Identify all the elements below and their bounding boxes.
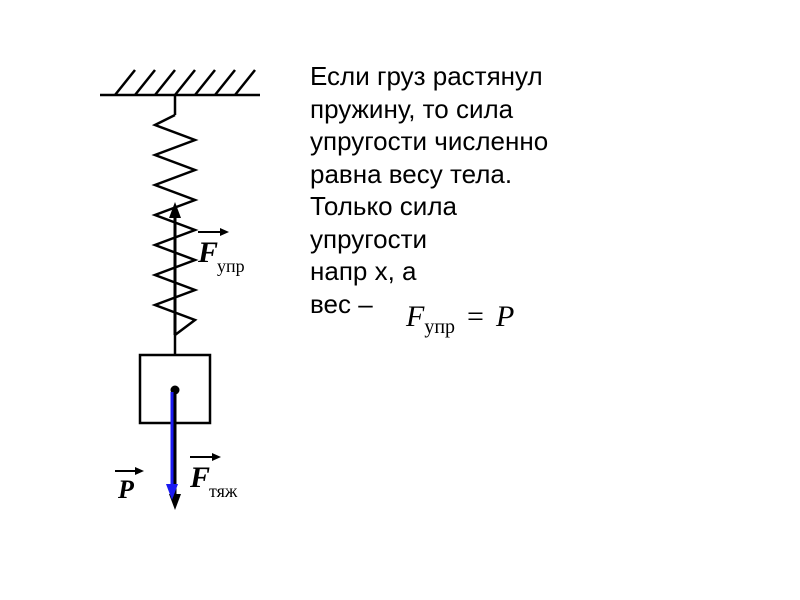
description-paragraph: Если груз растянул пружину, то сила упру… (310, 60, 750, 320)
f-upr-label: F упр (197, 228, 245, 276)
text-line: упругости (310, 223, 750, 256)
formula-lhs-sub: упр (424, 316, 455, 338)
p-label: P (115, 467, 144, 504)
formula-equals: = (455, 300, 496, 333)
svg-text:P: P (117, 475, 135, 504)
text-line: напр х, а (310, 255, 750, 288)
text-line: вес – (310, 288, 750, 321)
svg-text:упр: упр (217, 256, 245, 276)
physics-diagram: F упр F тяж P (80, 60, 280, 560)
f-tyazh-label: F тяж (189, 453, 238, 501)
text-line: пружину, то сила (310, 93, 750, 126)
diagram-svg: F упр F тяж P (80, 60, 280, 530)
text-line: Только сила (310, 190, 750, 223)
formula-rhs: P (496, 300, 514, 333)
formula-overlay: Fупр=P (400, 298, 520, 341)
text-line: Если груз растянул (310, 60, 750, 93)
text-line: упругости численно (310, 125, 750, 158)
ceiling-hatch (115, 70, 255, 95)
text-line: равна весу тела. (310, 158, 750, 191)
svg-text:тяж: тяж (209, 481, 238, 501)
svg-text:F: F (189, 461, 210, 494)
svg-text:F: F (197, 236, 218, 269)
formula-lhs: F (406, 300, 424, 333)
